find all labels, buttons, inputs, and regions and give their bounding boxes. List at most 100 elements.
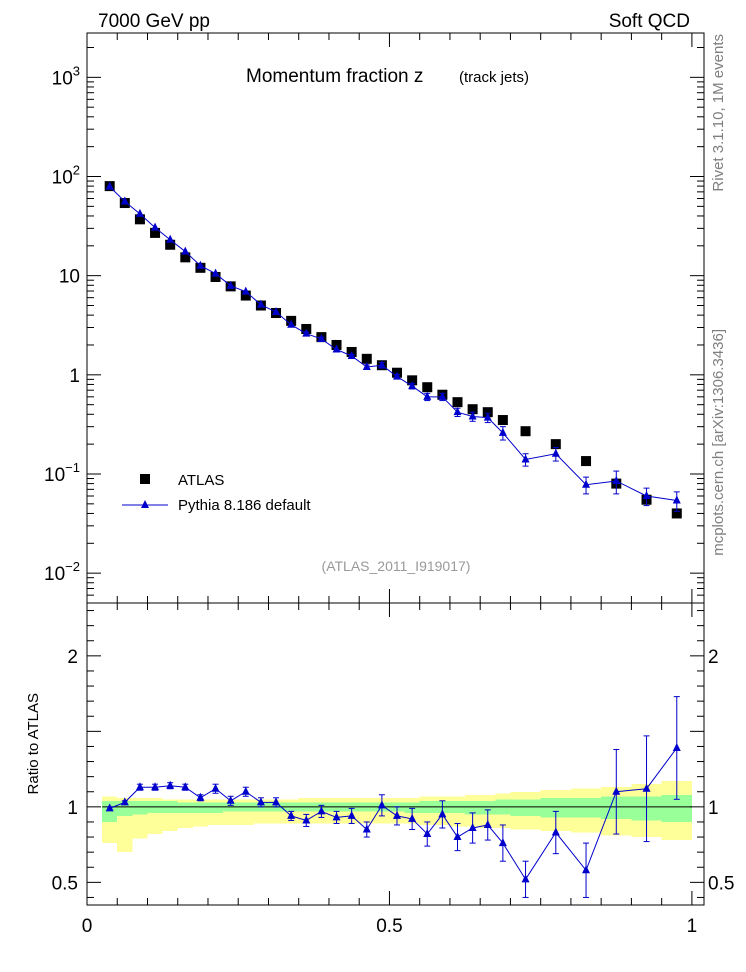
uncertainty-band-inner (540, 797, 571, 818)
main-plot-subtitle: (track jets) (459, 69, 529, 86)
uncertainty-band-inner (117, 800, 133, 816)
atlas-data-point (165, 239, 176, 250)
ratio-data-point (438, 809, 447, 818)
atlas-data-point (134, 214, 145, 225)
uncertainty-band-inner (207, 802, 224, 813)
y-tick-label: 1 (69, 366, 80, 387)
pythia-data-point (226, 280, 235, 289)
ratio-data-point (241, 786, 250, 795)
ratio-y-tick-label-left: 1 (67, 798, 78, 819)
ratio-data-point (256, 797, 265, 806)
uncertainty-band-inner (177, 802, 193, 813)
pythia-data-point (120, 196, 129, 205)
pythia-data-point (393, 371, 402, 380)
pythia-data-point (672, 495, 681, 504)
pythia-data-point (105, 181, 114, 190)
ratio-data-point (151, 782, 160, 791)
ratio-data-point (272, 797, 281, 806)
legend-label-atlas: ATLAS (178, 472, 224, 489)
pythia-data-point (498, 427, 507, 436)
header-right-label: Soft QCD (609, 11, 690, 32)
uncertainty-band-inner (132, 800, 148, 815)
atlas-data-point (407, 375, 418, 386)
y-tick-label: 103 (52, 63, 80, 89)
header-left-label: 7000 GeV pp (98, 11, 210, 32)
analysis-watermark: (ATLAS_2011_I919017) (322, 558, 471, 574)
ratio-data-point (483, 819, 492, 828)
pythia-data-point (166, 234, 175, 243)
pythia-data-point (347, 350, 356, 359)
ratio-data-point (377, 800, 386, 809)
y-tick-label: 10 (59, 267, 80, 288)
main-plot-title: Momentum fraction z (246, 66, 423, 87)
pythia-data-point (642, 490, 651, 499)
ratio-data-point (453, 832, 462, 841)
atlas-data-point (422, 382, 433, 393)
pythia-data-point (211, 268, 220, 277)
atlas-data-point (361, 353, 372, 364)
pythia-data-point (483, 412, 492, 421)
uncertainty-band-inner (102, 800, 118, 822)
ratio-y-tick-label-right: 2 (708, 647, 719, 668)
pythia-data-point (453, 407, 462, 416)
legend-marker-pythia (141, 500, 149, 508)
atlas-data-point (467, 404, 478, 415)
x-tick-label: 0.5 (376, 916, 402, 937)
y-tick-label: 102 (52, 163, 80, 189)
pythia-data-point (582, 479, 591, 488)
uncertainty-band-inner (465, 800, 481, 815)
uncertainty-band-inner (570, 797, 602, 818)
pythia-data-point (468, 411, 477, 420)
ratio-data-point (196, 792, 205, 801)
atlas-data-point (210, 271, 221, 282)
pythia-data-point (287, 319, 296, 328)
pythia-line (109, 186, 677, 502)
pythia-data-point (302, 328, 311, 337)
ratio-data-point (105, 803, 114, 812)
ratio-y-tick-label-left: 0.5 (52, 873, 78, 894)
atlas-data-point (550, 439, 561, 450)
ratio-data-point (181, 782, 190, 791)
ratio-data-point (302, 815, 311, 824)
source-label: mcplots.cern.ch [arXiv:1306.3436] (710, 329, 727, 556)
ratio-data-point (211, 783, 220, 792)
ratio-data-point (287, 810, 296, 819)
pythia-data-point (256, 299, 265, 308)
ratio-data-point (468, 822, 477, 831)
rivet-version-label: Rivet 3.1.10, 1M events (710, 34, 727, 192)
x-tick-label: 0 (82, 916, 93, 937)
atlas-data-point (671, 508, 682, 519)
atlas-data-point (180, 252, 191, 263)
legend: ATLAS Pythia 8.186 default (122, 472, 311, 514)
ratio-data-point (612, 786, 621, 795)
uncertainty-band-inner (480, 800, 496, 815)
ratio-data-point (166, 780, 175, 789)
pythia-data-point (241, 286, 250, 295)
pythia-data-point (196, 260, 205, 269)
pythia-data-point (317, 333, 326, 342)
main-plot-marks (104, 181, 682, 519)
atlas-data-point (452, 397, 463, 408)
ratio-y-axis-label: Ratio to ATLAS (25, 693, 42, 794)
legend-marker-atlas (140, 474, 150, 484)
ratio-data-point (521, 874, 530, 883)
uncertainty-band-inner (404, 802, 420, 813)
ratio-y-tick-label-right: 1 (708, 798, 719, 819)
pythia-data-point (332, 344, 341, 353)
atlas-data-point (482, 407, 493, 418)
pythia-data-point (438, 391, 447, 400)
ratio-y-tick-label-right: 0.5 (708, 873, 734, 894)
pythia-data-point (272, 307, 281, 316)
ratio-data-point (347, 810, 356, 819)
pythia-data-point (181, 246, 190, 255)
ratio-data-point (642, 783, 651, 792)
ratio-data-point (362, 824, 371, 833)
legend-label-pythia: Pythia 8.186 default (178, 497, 311, 514)
pythia-data-point (135, 208, 144, 217)
atlas-data-point (240, 290, 251, 301)
pythia-data-point (423, 391, 432, 400)
ratio-axis-ticks: 0.5 0.5 1 1 2 2 0 0.5 1 (52, 603, 734, 937)
pythia-data-point (377, 360, 386, 369)
ratio-data-point (672, 742, 681, 751)
